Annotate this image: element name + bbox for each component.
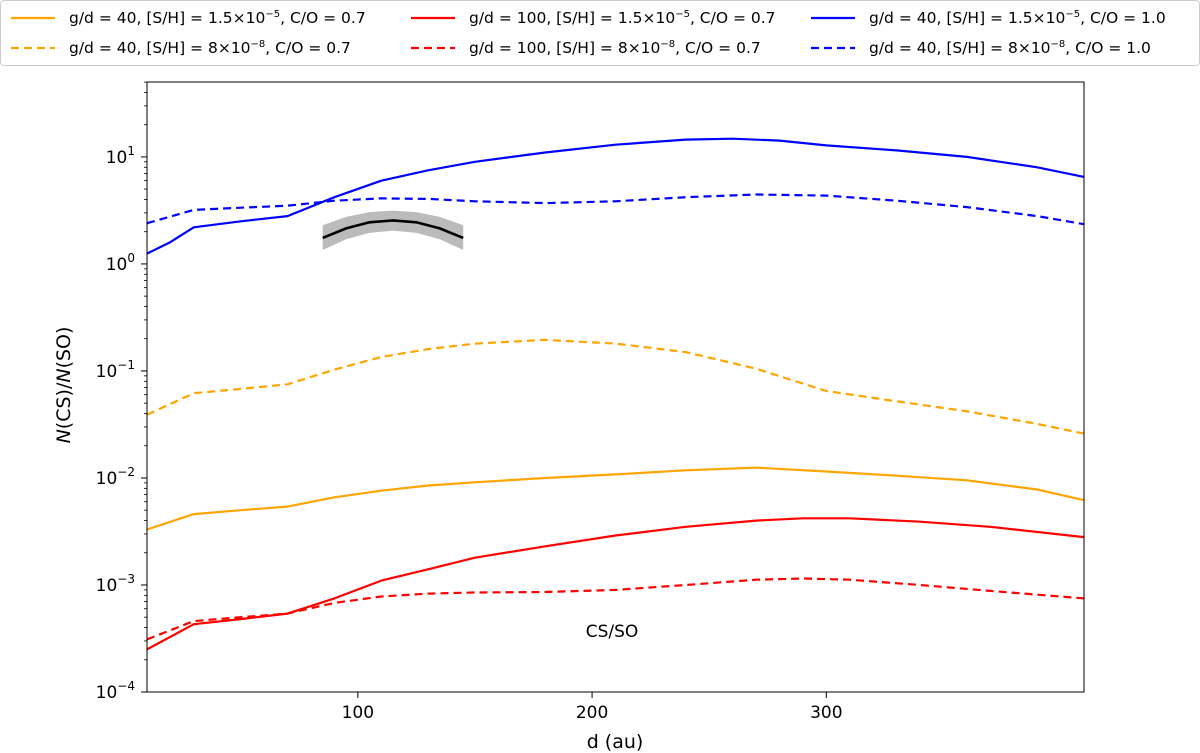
legend-label: g/d = 40, [S/H] = 1.5×10−5, C/O = 1.0 bbox=[869, 8, 1166, 28]
legend-label: g/d = 40, [S/H] = 8×10−8, C/O = 0.7 bbox=[69, 38, 351, 58]
plot-frame bbox=[146, 81, 1085, 693]
legend-item-6: g/d = 40, [S/H] = 8×10−8, C/O = 1.0 bbox=[811, 35, 1151, 61]
series-line-5 bbox=[146, 137, 1085, 255]
legend-label: g/d = 100, [S/H] = 1.5×10−5, C/O = 0.7 bbox=[469, 8, 776, 28]
legend-label: g/d = 40, [S/H] = 8×10−8, C/O = 1.0 bbox=[869, 38, 1151, 58]
series-line-4 bbox=[146, 577, 1085, 641]
observation-line-group bbox=[322, 219, 464, 240]
legend-swatch bbox=[811, 46, 855, 50]
legend-swatch bbox=[11, 16, 55, 20]
observation-line bbox=[322, 219, 464, 240]
legend-label: g/d = 40, [S/H] = 1.5×10−5, C/O = 0.7 bbox=[69, 8, 366, 28]
y-tick-label-5: 101 bbox=[106, 144, 135, 168]
x-tick-label-200: 200 bbox=[576, 703, 608, 723]
y-tick-label-1: 10−3 bbox=[96, 572, 135, 596]
x-tick-label-100: 100 bbox=[342, 703, 374, 723]
x-tick-label-300: 300 bbox=[810, 703, 842, 723]
legend: g/d = 40, [S/H] = 1.5×10−5, C/O = 0.7 g/d… bbox=[0, 0, 1200, 66]
y-axis-label: N(CS)/N(SO) bbox=[53, 327, 75, 444]
series-group bbox=[146, 137, 1085, 651]
x-axis-label: d (au) bbox=[587, 731, 644, 753]
series-line-6 bbox=[146, 193, 1085, 226]
observation-band-group bbox=[322, 210, 464, 250]
y-tick-label-3: 10−1 bbox=[96, 358, 135, 382]
observation-uncertainty-band bbox=[322, 210, 464, 250]
legend-item-4: g/d = 100, [S/H] = 8×10−8, C/O = 0.7 bbox=[411, 35, 761, 61]
series-line-2 bbox=[146, 338, 1085, 435]
series-line-3 bbox=[146, 517, 1085, 651]
legend-swatch bbox=[411, 46, 455, 50]
series-line-1 bbox=[146, 466, 1085, 531]
legend-label: g/d = 100, [S/H] = 8×10−8, C/O = 0.7 bbox=[469, 38, 761, 58]
y-tick-label-4: 100 bbox=[106, 251, 135, 275]
y-axis: 10−4 10−3 10−2 10−1 100 101 bbox=[96, 81, 147, 703]
legend-item-1: g/d = 40, [S/H] = 1.5×10−5, C/O = 0.7 bbox=[11, 5, 366, 31]
legend-swatch bbox=[11, 46, 55, 50]
y-tick-label-2: 10−2 bbox=[96, 465, 135, 489]
legend-swatch bbox=[411, 16, 455, 20]
legend-item-3: g/d = 100, [S/H] = 1.5×10−5, C/O = 0.7 bbox=[411, 5, 776, 31]
y-tick-label-0: 10−4 bbox=[96, 679, 135, 703]
legend-item-5: g/d = 40, [S/H] = 1.5×10−5, C/O = 1.0 bbox=[811, 5, 1166, 31]
legend-item-2: g/d = 40, [S/H] = 8×10−8, C/O = 0.7 bbox=[11, 35, 351, 61]
x-axis: 100 200 300 bbox=[342, 692, 843, 723]
legend-swatch bbox=[811, 16, 855, 20]
annotation-cs-so: CS/SO bbox=[586, 622, 639, 642]
